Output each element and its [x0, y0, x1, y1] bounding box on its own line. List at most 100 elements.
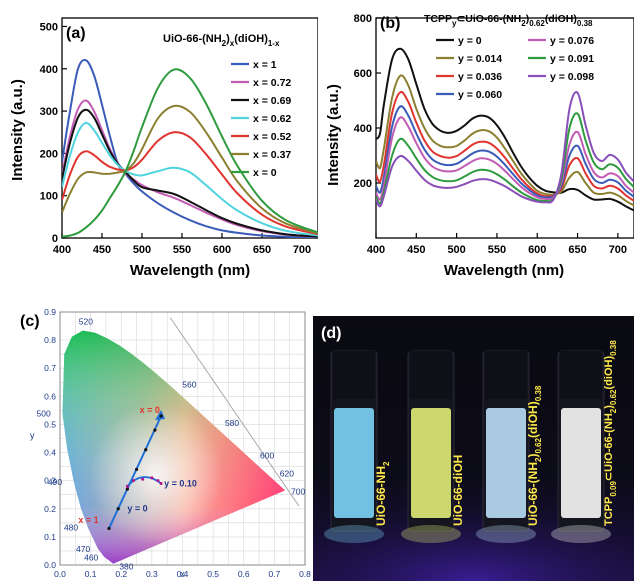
panel-b-xtick-label-5: 650 [568, 244, 586, 256]
panel-c-cie-diagram: 0.0 0.1 0.2 0.3 0.4 0.5 0.6 0.7 0.8 0.0 0.1 0.2 0.3 0… [20, 307, 311, 579]
panel-a-xtick-label-1: 450 [93, 244, 111, 256]
panel-a-ytick-label-4: 400 [40, 64, 58, 76]
cie-ytick-label-0: 0.0 [44, 560, 56, 570]
panel-a-series-line-4 [62, 131, 318, 236]
cie-ytick-label-6: 0.6 [44, 391, 56, 401]
vial-1-solution [411, 408, 451, 518]
panel-a-emission-chart: 400 450 500 550 600 650 700 0 100 200 300 400 500 x =… [9, 17, 318, 279]
panel-b-legend-label-1: y = 0.014 [458, 53, 502, 65]
panel-a-xtick-label-2: 500 [133, 244, 151, 256]
panel-b-series-group [376, 47, 634, 212]
panel-b-legend-label-6: y = 0.098 [550, 71, 594, 83]
panel-b-series-line-1 [376, 74, 634, 207]
cie-xtick-label-0: 0.0 [54, 569, 66, 579]
cie-x-point-5 [153, 428, 157, 432]
panel-b-series-line-0 [376, 47, 634, 212]
vial-2: UiO-66-(NH2)0.62(diOH)0.38 [476, 350, 543, 543]
panel-b-ytick-label-0: 200 [354, 178, 372, 190]
cie-ytick-label-5: 0.5 [44, 419, 56, 429]
vial-0-reflection [324, 525, 384, 543]
vial-3-label: TCPP0.09⊂UiO-66-(NH2)0.62(diOH)0.38 [603, 340, 618, 526]
cie-xtick-label-8: 0.8 [299, 569, 311, 579]
panel-b-legend-label-5: y = 0.091 [550, 53, 594, 65]
cie-gamut-white-center [62, 330, 285, 564]
panel-a-xtick-label-0: 400 [53, 244, 71, 256]
cie-ytick-label-1: 0.1 [44, 532, 56, 542]
cie-x-point-6 [159, 414, 163, 418]
cie-y-point-0 [125, 484, 129, 488]
panel-a-title: UiO-66-(NH2)x(diOH)1-x [163, 33, 280, 48]
vial-2-label: UiO-66-(NH2)0.62(diOH)0.38 [526, 385, 543, 526]
cie-annotation-0: x = 1 [78, 515, 98, 525]
panel-b-emission-chart: 400 450 500 550 600 650 700 200 400 600 800 y = 0 y … [325, 13, 634, 279]
panel-b-legend-label-3: y = 0.060 [458, 89, 502, 101]
cie-locus-label-9: 600 [260, 450, 274, 460]
cie-reference-line [169, 317, 300, 507]
cie-x-point-3 [134, 467, 139, 472]
panel-b-legend-label-4: y = 0.076 [550, 35, 594, 47]
vial-2-solution [486, 408, 526, 518]
cie-xtick-label-2: 0.2 [115, 569, 127, 579]
cie-locus-label-11: 700 [291, 486, 305, 496]
cie-xtick-label-6: 0.6 [238, 569, 250, 579]
panel-a-xtick-label-4: 600 [213, 244, 231, 256]
cie-y-point-5 [159, 481, 163, 485]
cie-y-point-2 [141, 477, 145, 481]
panel-b-legend-label-2: y = 0.036 [458, 71, 502, 83]
vial-0: UiO-66-NH2 [324, 350, 391, 543]
cie-locus-label-5: 500 [37, 409, 51, 419]
panel-b-series-line-6 [376, 91, 634, 208]
panel-a-ytick-label-1: 100 [40, 191, 58, 203]
panel-a-ytick-label-2: 200 [40, 148, 58, 160]
panel-b-label: (b) [380, 15, 400, 32]
cie-plot-frame [59, 311, 306, 566]
cie-y-point-4 [156, 479, 160, 483]
panel-b-series-line-3 [376, 105, 634, 199]
panel-a-xtick-label-3: 550 [173, 244, 191, 256]
cie-annotation-1: x = 0 [140, 405, 160, 415]
cie-x-point-1 [116, 507, 120, 511]
vial-0-cap [333, 351, 375, 399]
vial-0-label: UiO-66-NH2 [374, 461, 391, 526]
panel-a-series-line-6 [62, 68, 318, 238]
panel-a-xtick-label-5: 650 [253, 244, 271, 256]
cie-xtick-label-5: 0.5 [207, 569, 219, 579]
cie-locus-label-3: 480 [64, 523, 78, 533]
panel-a-label: (a) [66, 25, 86, 42]
panel-b-series-line-4 [376, 116, 634, 201]
cie-x-point-0 [107, 526, 111, 531]
cie-xtick-label-7: 0.7 [268, 569, 280, 579]
vial-1-label: UiO-66-diOH [451, 455, 465, 526]
cie-y-point-3 [150, 476, 154, 480]
panel-b-series-line-2 [376, 91, 634, 202]
panel-b-ylabel: Intensity (a.u.) [325, 84, 342, 186]
cie-x-point-4 [144, 448, 148, 452]
panel-b-xtick-label-4: 600 [528, 244, 546, 256]
panel-b-xtick-label-6: 700 [609, 244, 627, 256]
panel-b-title: TCPPy⊂UiO-66-(NH2)0.62(diOH)0.38 [424, 13, 593, 28]
vial-1: UiO-66-diOH [401, 350, 465, 543]
cie-locus-label-8: 580 [225, 418, 239, 428]
panel-a-legend-label-1: x = 0.72 [253, 77, 291, 89]
cie-annotation-3: y = 0 [127, 504, 147, 514]
cie-locus-label-4: 490 [48, 477, 62, 487]
panel-a-series-line-0 [62, 58, 318, 238]
panel-a-legend-label-6: x = 0 [253, 167, 277, 179]
cie-locus-label-1: 460 [84, 553, 98, 563]
vial-0-solution [334, 408, 374, 518]
panel-a-series-line-5 [62, 104, 318, 235]
panel-b-xlabel: Wavelength (nm) [444, 262, 564, 279]
cie-y-point-1 [132, 479, 135, 483]
vial-3-reflection [551, 525, 611, 543]
panel-b-ytick-label-1: 400 [354, 123, 372, 135]
cie-xtick-label-3: 0.3 [146, 569, 158, 579]
panel-b-xtick-label-0: 400 [367, 244, 385, 256]
cie-ytick-label-8: 0.8 [44, 335, 56, 345]
panel-a-ytick-label-5: 500 [40, 21, 58, 33]
panel-a-legend-label-4: x = 0.52 [253, 131, 291, 143]
cie-ytick-label-7: 0.7 [44, 363, 56, 373]
cie-locus-label-2: 470 [76, 544, 90, 554]
panel-b-legend-label-0: y = 0 [458, 35, 482, 47]
panel-a-ylabel: Intensity (a.u.) [9, 79, 26, 181]
cie-locus-label-10: 620 [280, 468, 294, 478]
